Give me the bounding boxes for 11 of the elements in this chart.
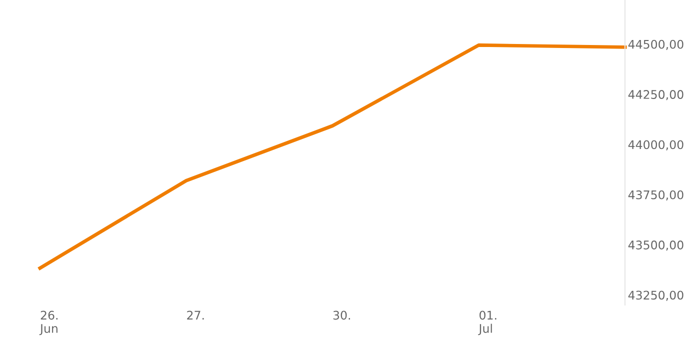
y-tick-label: 44500,00 <box>628 40 684 50</box>
x-tick-label: 30. <box>333 310 350 320</box>
y-tick-label: 44000,00 <box>628 140 684 150</box>
x-tick-label: 01. Jul <box>478 310 496 336</box>
y-tick-label: 43250,00 <box>628 290 684 301</box>
line-series <box>38 43 627 270</box>
x-tick-label: 26. Jun <box>39 310 58 336</box>
y-tick-label: 43500,00 <box>628 240 684 251</box>
x-tick-label: 27. <box>187 310 204 320</box>
y-tick-label: 43750,00 <box>628 190 684 200</box>
y-tick-label: 44250,00 <box>628 90 684 100</box>
